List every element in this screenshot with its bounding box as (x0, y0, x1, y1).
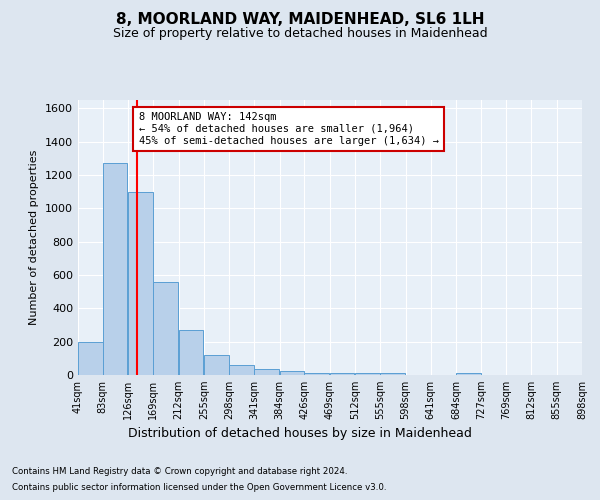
Bar (179, 330, 203, 375)
Text: Contains public sector information licensed under the Open Government Licence v3: Contains public sector information licen… (12, 482, 386, 492)
Bar (330, 373, 355, 375)
Bar (103, 164, 127, 375)
Bar (304, 372, 329, 375)
Text: Contains HM Land Registry data © Crown copyright and database right 2024.: Contains HM Land Registry data © Crown c… (12, 468, 347, 476)
Y-axis label: Number of detached properties: Number of detached properties (29, 150, 40, 325)
Bar (456, 372, 481, 375)
Bar (128, 192, 152, 375)
Text: Size of property relative to detached houses in Maidenhead: Size of property relative to detached ho… (113, 28, 487, 40)
Bar (280, 371, 304, 375)
Bar (355, 373, 380, 375)
Bar (229, 365, 254, 375)
Text: 8, MOORLAND WAY, MAIDENHEAD, SL6 1LH: 8, MOORLAND WAY, MAIDENHEAD, SL6 1LH (116, 12, 484, 28)
Text: Distribution of detached houses by size in Maidenhead: Distribution of detached houses by size … (128, 428, 472, 440)
Bar (78, 342, 103, 375)
Bar (204, 355, 229, 375)
Bar (254, 369, 279, 375)
Bar (153, 282, 178, 375)
Bar (380, 373, 405, 375)
Text: 8 MOORLAND WAY: 142sqm
← 54% of detached houses are smaller (1,964)
45% of semi-: 8 MOORLAND WAY: 142sqm ← 54% of detached… (139, 112, 439, 146)
